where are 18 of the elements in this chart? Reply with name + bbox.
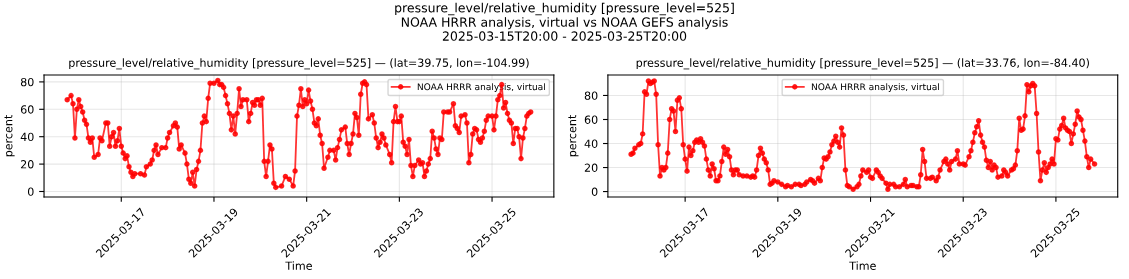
y-tick-label: 60 xyxy=(584,115,598,124)
y-tick-label: 80 xyxy=(584,91,598,100)
y-tick-label: 60 xyxy=(20,105,34,114)
x-axis-title: Time xyxy=(285,261,312,270)
y-tick-label: 0 xyxy=(591,187,598,196)
y-tick-label: 0 xyxy=(27,187,34,196)
y-tick-label: 20 xyxy=(584,163,598,172)
y-tick-label: 40 xyxy=(584,139,598,148)
y-tick-label: 40 xyxy=(20,132,34,142)
chart-title: pressure_level/relative_humidity [pressure_level=525] — (lat=39.75, lon=-104.99) xyxy=(69,58,529,70)
text: pressure_level/relative_humidity [pressure_level=525] NOAA HRRR analysis, virtual vs NOAA GEFS analysis 2025-03-15T20:00 - 2025-03-25T20:00 xyxy=(395,2,734,41)
y-axis-title: percent xyxy=(4,115,15,157)
legend-label: NOAA HRRR analysis, virtual xyxy=(811,83,939,92)
y-tick-label: 80 xyxy=(20,77,34,87)
y-axis-title: percent xyxy=(568,115,579,157)
chart-title: pressure_level/relative_humidity [pressure_level=525] — (lat=33.76, lon=-84.40) xyxy=(636,58,1089,70)
y-tick-label: 20 xyxy=(20,160,34,169)
x-axis-title: Time xyxy=(849,261,876,270)
